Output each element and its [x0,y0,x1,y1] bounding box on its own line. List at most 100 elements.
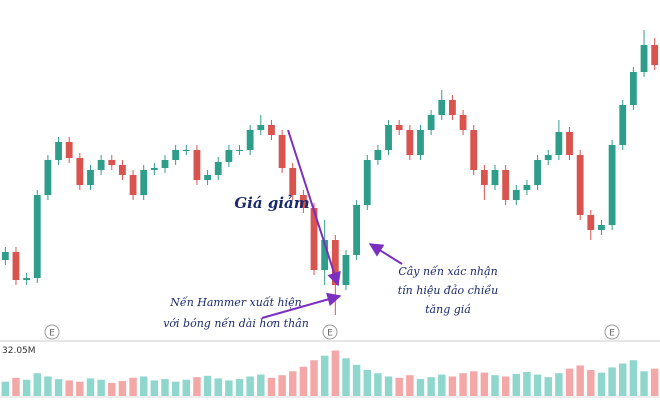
candle-body [44,160,52,195]
candle-body [417,130,424,155]
volume-bar [448,376,457,396]
volume-bar [86,378,95,396]
candle-body [480,170,488,185]
candle-body [55,142,62,160]
candle-body [97,160,105,170]
volume-bar [406,375,414,396]
volume-bar [395,377,403,396]
candle-body [150,168,158,170]
candle-body [459,115,467,130]
volume-bar [76,381,84,396]
candle-body [470,130,478,170]
candle-body [140,170,148,195]
volume-bar [246,376,254,396]
candle-body [544,155,552,160]
volume-bar [257,374,265,396]
confirm-annotation: tăng giá [425,303,471,316]
candle-body [374,150,382,160]
candle-body [576,155,584,215]
candle-body [108,160,116,165]
volume-bar [480,372,489,396]
volume-bar [108,383,116,396]
candle-body [566,132,573,155]
candle-body [395,125,403,130]
volume-bar [427,377,435,396]
candle-body [523,185,531,190]
candle-body [257,125,265,130]
volume-bar [608,367,616,396]
volume-bar [289,371,297,396]
volume-bar [235,379,244,396]
volume-bar [597,372,606,396]
candle-body [385,125,392,150]
volume-bar [640,371,648,396]
volume-bar [320,355,329,396]
volume-bar [650,368,659,396]
plot [1,30,659,396]
volume-bar [619,363,627,396]
candle-body [33,195,41,278]
candle-body [619,105,627,145]
volume-bar [129,377,137,396]
volume-bar [533,374,542,396]
candle-body [129,175,137,195]
event-label: E [327,329,333,339]
volume-bar [267,377,276,396]
volume-bar [491,375,499,396]
candle-body [299,195,307,208]
volume-bar [310,360,318,396]
event-marker: E [604,324,620,340]
candle-body [225,150,233,162]
candle-body [214,162,222,175]
hammer-arrow [261,292,342,319]
candle-body [204,175,211,180]
volume-bar [342,358,350,396]
volume-bar [171,381,180,396]
volume-bar [33,373,41,396]
volume-bar [161,379,169,396]
volume-bar [182,379,191,396]
candle-body [427,115,435,130]
volume-bar [1,381,10,396]
volume-bar [555,373,563,396]
event-marker: E [322,324,338,340]
candle-body [438,100,446,115]
trend-arrow [287,129,341,287]
candle-body [12,252,20,280]
candle-body [406,130,414,155]
volume-bar [193,377,201,396]
candle-body [449,100,456,115]
candle-body [310,208,318,270]
candle-body [236,150,243,151]
confirm-arrow [368,243,403,265]
candle-body [1,252,9,260]
volume-bar [438,374,446,396]
volume-bar [629,360,638,396]
volume-bar [374,373,382,396]
volume-bar [331,350,340,396]
volume-bar [512,373,521,396]
candle-body [598,225,605,230]
hammer-annotation: Nến Hammer xuất hiện [169,296,301,309]
volume-bar [459,373,467,396]
event-label: E [49,329,55,339]
candle-body [640,45,648,72]
candle-body [629,72,637,105]
hammer-annotation: với bóng nến dài hơn thân [163,317,309,330]
candle-body [76,158,84,185]
volume-bar [118,381,127,396]
volume-bar [352,364,361,396]
candle-body [321,240,329,270]
volume-bar [299,366,308,396]
candle-body [119,165,126,175]
volume-bar [278,375,286,396]
candle-body [278,135,286,168]
candle-body [534,160,541,185]
volume-bar [501,376,510,396]
candle-body [87,170,94,185]
candle-body [512,190,520,200]
candle-body [363,160,371,205]
volume-bar [139,376,148,396]
candle-body [23,278,31,280]
volume-bar [416,379,425,396]
